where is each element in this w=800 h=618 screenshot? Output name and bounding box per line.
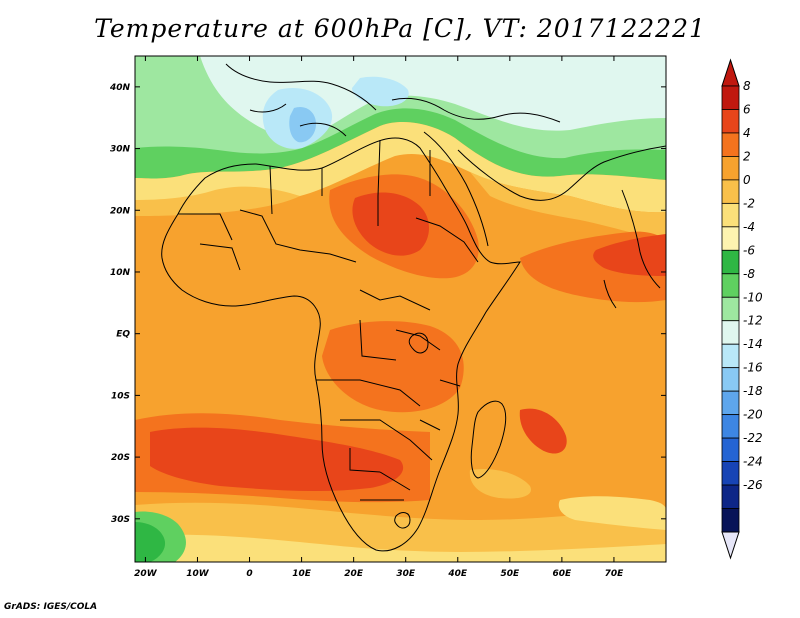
colorbar: 8 6 4 2 0 -2 -4 -6 -8 -10 -12 -14 -16 -18 -20 -22 -24 -26 (721, 58, 763, 560)
credit-label: GrADS: IGES/COLA (4, 602, 98, 612)
colorbar-segment (721, 132, 740, 157)
lon-tick-label: 70E (605, 569, 625, 579)
colorbar-level-label: -20 (743, 408, 763, 422)
temperature-field (135, 56, 666, 562)
lat-tick-label: 10N (110, 268, 131, 278)
colorbar-level-label: -22 (743, 431, 763, 445)
lon-tick-label: 20E (344, 569, 364, 579)
colorbar-segment (721, 156, 740, 181)
lat-tick-label: 10S (111, 391, 130, 401)
longitude-axis: 20W 10W 0 10E 20E 30E 40E 50E 60E 70E (134, 56, 624, 579)
colorbar-segment (721, 85, 740, 110)
lon-tick-label: 0 (246, 569, 252, 579)
plot-frame (134, 55, 667, 563)
lon-tick-label: 60E (553, 569, 573, 579)
colorbar-bottom-arrow (721, 531, 740, 560)
colorbar-level-label: -10 (743, 290, 763, 304)
colorbar-segment (721, 484, 740, 509)
colorbar-level-label: 8 (743, 79, 751, 93)
lon-tick-label: 20W (134, 569, 158, 579)
colorbar-level-label: -8 (743, 267, 755, 281)
colorbar-segment (721, 414, 740, 439)
colorbar-level-label: -6 (743, 243, 755, 257)
lon-tick-label: 50E (500, 569, 520, 579)
colorbar-segment (721, 320, 740, 345)
colorbar-level-label: -12 (743, 314, 763, 328)
colorbar-segment (721, 437, 740, 462)
lat-tick-label: 20N (110, 206, 131, 216)
lon-tick-label: 40E (447, 569, 468, 579)
coastlines (161, 63, 666, 552)
lat-tick-label: 40N (109, 83, 131, 93)
lat-tick-label: 20S (111, 453, 130, 463)
colorbar-level-label: 0 (743, 173, 751, 187)
lon-tick-label: 10E (292, 569, 312, 579)
colorbar-segment (721, 343, 740, 369)
colorbar-segment (721, 508, 740, 533)
colorbar-level-label: 4 (743, 126, 751, 140)
colorbar-segment (721, 390, 740, 416)
lon-tick-label: 30E (396, 569, 416, 579)
colorbar-segment (721, 461, 740, 486)
colorbar-segment (721, 202, 740, 228)
colorbar-top-arrow (721, 58, 740, 87)
colorbar-level-label: -24 (743, 455, 763, 469)
colorbar-level-label: 6 (743, 102, 751, 116)
colorbar-segment (721, 296, 740, 322)
lon-tick-label: 10W (186, 569, 210, 579)
colorbar-level-label: -4 (743, 220, 755, 234)
map-title: Temperature at 600hPa [C], VT: 201712222… (94, 14, 706, 43)
latitude-axis: 40N 30N 20N 10N EQ 10S 20S 30S (109, 83, 666, 525)
colorbar-level-label: -14 (743, 337, 763, 351)
lat-tick-label: EQ (116, 330, 130, 340)
colorbar-segment (721, 109, 740, 134)
colorbar-level-label: 2 (743, 149, 751, 163)
colorbar-level-label: -26 (743, 478, 763, 492)
colorbar-segment (721, 367, 740, 392)
colorbar-level-label: -18 (743, 384, 763, 398)
colorbar-segment (721, 226, 740, 251)
colorbar-level-label: -2 (743, 196, 755, 210)
colorbar-segment (721, 179, 740, 204)
lat-tick-label: 30S (111, 515, 130, 525)
colorbar-segment (721, 273, 740, 298)
colorbar-level-label: -16 (743, 361, 763, 375)
lat-tick-label: 30N (110, 145, 131, 155)
colorbar-segment (721, 249, 740, 275)
